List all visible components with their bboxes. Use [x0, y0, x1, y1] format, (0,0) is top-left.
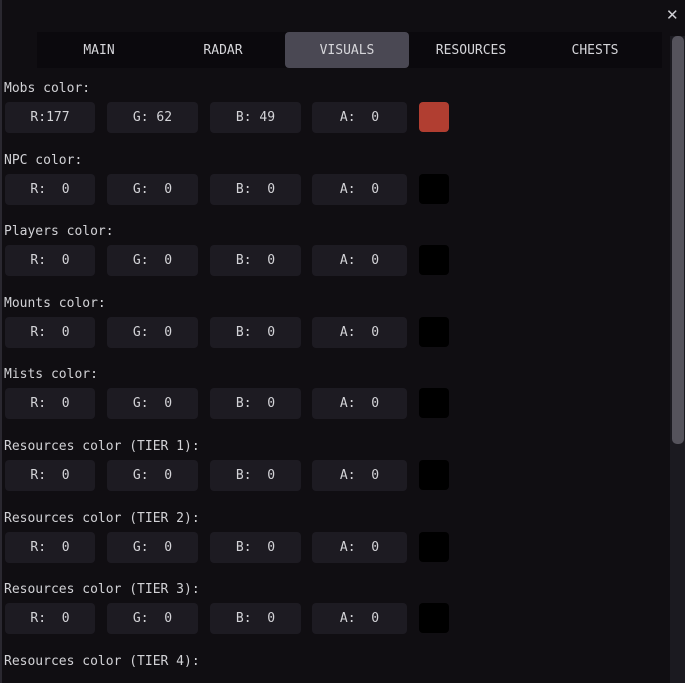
- color-section: NPC color: R: 0 G: 0 B: 0 A: 0: [4, 151, 464, 206]
- b-channel-input[interactable]: B: 49: [210, 102, 301, 133]
- rgba-row: R: 0 G: 0 B: 0 A: 0: [4, 173, 464, 206]
- r-channel-input[interactable]: R:177: [5, 102, 95, 133]
- rgba-row: R: 0 G: 0 B: 0 A: 0: [4, 388, 464, 420]
- g-channel-input[interactable]: G: 62: [107, 102, 198, 133]
- color-section: Resources color (TIER 2): R: 0 G: 0 B: 0 A: …: [4, 509, 464, 564]
- b-channel-input[interactable]: B: 0: [210, 173, 301, 205]
- color-swatch[interactable]: [419, 316, 449, 347]
- g-channel-input[interactable]: G: 0: [107, 173, 198, 205]
- tab-radar[interactable]: RADAR: [203, 42, 243, 58]
- tab-chests[interactable]: CHESTS: [571, 42, 619, 58]
- a-channel-input[interactable]: A: 0: [312, 316, 407, 348]
- color-section: Mists color: R: 0 G: 0 B: 0 A: 0: [4, 365, 464, 420]
- b-channel-input[interactable]: B: 0: [210, 316, 301, 348]
- g-channel-input[interactable]: G: 0: [107, 531, 198, 563]
- b-channel-input[interactable]: B: 0: [210, 388, 301, 420]
- a-channel-input[interactable]: A: 0: [312, 388, 407, 420]
- scrollbar-thumb[interactable]: [672, 36, 684, 444]
- g-channel-input[interactable]: G: 0: [107, 388, 198, 420]
- section-label: Mists color:: [4, 367, 98, 383]
- b-channel-input[interactable]: B: 0: [210, 603, 301, 635]
- tab-visuals[interactable]: VISUALS: [285, 32, 409, 68]
- b-channel-input[interactable]: B: 0: [210, 245, 301, 277]
- r-channel-input[interactable]: R: 0: [5, 316, 95, 348]
- b-channel-input[interactable]: B: 0: [210, 460, 301, 491]
- a-channel-input[interactable]: A: 0: [312, 102, 407, 133]
- rgba-row: R: 0 G: 0 B: 0 A: 0: [4, 316, 464, 349]
- color-swatch[interactable]: [419, 173, 449, 204]
- color-section: Resources color (TIER 1): R: 0 G: 0 B: 0 A: …: [4, 437, 464, 492]
- rgba-row: R:177 G: 62 B: 49 A: 0: [4, 102, 464, 134]
- g-channel-input[interactable]: G: 0: [107, 460, 198, 491]
- color-section: Mobs color: R:177 G: 62 B: 49 A: 0: [4, 79, 464, 134]
- color-swatch[interactable]: [419, 531, 449, 562]
- rgba-row: R: 0 G: 0 B: 0 A: 0: [4, 245, 464, 277]
- tab-resources[interactable]: RESOURCES: [435, 42, 507, 58]
- g-channel-input[interactable]: G: 0: [107, 316, 198, 348]
- close-icon[interactable]: ✕: [666, 6, 679, 24]
- r-channel-input[interactable]: R: 0: [5, 173, 95, 205]
- a-channel-input[interactable]: A: 0: [312, 460, 407, 491]
- section-label: Resources color (TIER 1):: [4, 439, 200, 454]
- r-channel-input[interactable]: R: 0: [5, 245, 95, 277]
- section-label: NPC color:: [4, 152, 83, 168]
- g-channel-input[interactable]: G: 0: [107, 603, 198, 635]
- r-channel-input[interactable]: R: 0: [5, 460, 95, 491]
- tab-bar: MAIN RADAR VISUALS RESOURCES CHESTS: [37, 32, 662, 68]
- r-channel-input[interactable]: R: 0: [5, 388, 95, 420]
- b-channel-input[interactable]: B: 0: [210, 531, 301, 563]
- color-section: Resources color (TIER 4):: [4, 652, 464, 672]
- a-channel-input[interactable]: A: 0: [312, 603, 407, 635]
- section-label: Resources color (TIER 4):: [4, 653, 200, 669]
- g-channel-input[interactable]: G: 0: [107, 245, 198, 277]
- a-channel-input[interactable]: A: 0: [312, 173, 407, 205]
- tab-main[interactable]: MAIN: [83, 42, 115, 58]
- rgba-row: R: 0 G: 0 B: 0 A: 0: [4, 603, 464, 635]
- r-channel-input[interactable]: R: 0: [5, 531, 95, 563]
- section-label: Mounts color:: [4, 295, 106, 311]
- section-label: Players color:: [4, 224, 114, 240]
- rgba-row: R: 0 G: 0 B: 0 A: 0: [4, 531, 464, 564]
- color-swatch[interactable]: [419, 460, 449, 490]
- section-label: Resources color (TIER 2):: [4, 510, 200, 526]
- color-swatch[interactable]: [419, 603, 449, 634]
- color-section: Resources color (TIER 3): R: 0 G: 0 B: 0 A: …: [4, 580, 464, 635]
- color-section: Mounts color: R: 0 G: 0 B: 0 A: 0: [4, 294, 464, 349]
- rgba-row: R: 0 G: 0 B: 0 A: 0: [4, 460, 464, 492]
- a-channel-input[interactable]: A: 0: [312, 245, 407, 277]
- color-swatch[interactable]: [419, 102, 449, 132]
- section-label: Mobs color:: [4, 81, 91, 96]
- a-channel-input[interactable]: A: 0: [312, 531, 407, 563]
- color-swatch[interactable]: [419, 388, 449, 419]
- section-label: Resources color (TIER 3):: [4, 582, 200, 598]
- r-channel-input[interactable]: R: 0: [5, 603, 95, 635]
- color-swatch[interactable]: [419, 245, 449, 276]
- color-section: Players color: R: 0 G: 0 B: 0 A: 0: [4, 222, 464, 277]
